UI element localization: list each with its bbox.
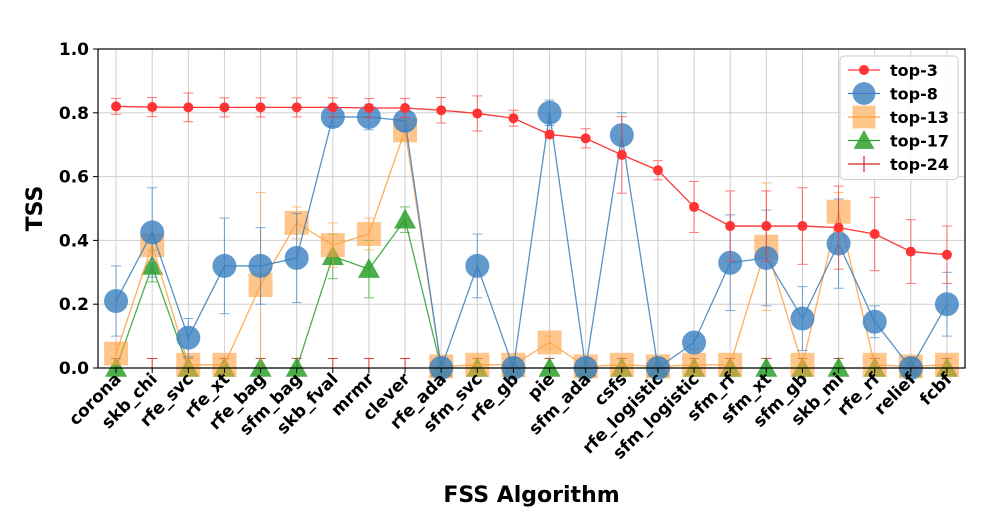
data-point <box>147 102 158 113</box>
data-point <box>248 253 273 278</box>
data-point <box>212 253 237 278</box>
series-line <box>116 105 947 256</box>
data-point <box>357 258 380 278</box>
legend-label: top-13 <box>890 108 949 127</box>
series-top-3 <box>111 92 952 284</box>
legend-marker <box>852 105 876 129</box>
data-point <box>827 357 850 377</box>
legend-item: top-3 <box>848 61 938 80</box>
legend-label: top-8 <box>890 85 938 104</box>
y-tick-label: 0.8 <box>59 104 89 124</box>
legend-item: top-13 <box>848 105 949 129</box>
legend-item: top-17 <box>848 130 949 151</box>
legend-marker <box>853 130 875 149</box>
data-point <box>725 221 736 232</box>
data-point <box>104 341 129 366</box>
y-axis-ticks: 0.0 0.2 0.4 0.6 0.8 1.0 <box>59 40 98 379</box>
data-point <box>833 222 844 233</box>
series-line <box>115 130 947 368</box>
data-point <box>284 245 309 270</box>
legend: top-3 top-8 top-13 top-17 top-24 <box>839 55 959 180</box>
y-tick-label: 0.0 <box>59 359 89 379</box>
data-point <box>219 102 230 113</box>
series-top-17 <box>105 206 958 377</box>
error-bar <box>327 357 338 369</box>
data-point <box>472 108 483 119</box>
data-point <box>356 222 381 247</box>
data-point <box>580 133 591 144</box>
data-point <box>176 325 201 350</box>
data-point <box>544 129 555 140</box>
data-point <box>761 221 772 232</box>
data-point <box>291 102 302 113</box>
data-point <box>790 306 815 331</box>
data-point <box>183 102 194 113</box>
legend-item: top-8 <box>848 82 938 105</box>
error-bar <box>147 357 158 369</box>
data-point <box>797 221 808 232</box>
data-point <box>941 249 952 260</box>
data-point <box>285 357 308 377</box>
data-point <box>652 165 663 176</box>
data-point <box>320 233 345 258</box>
series-layer <box>104 92 959 380</box>
data-point <box>689 201 700 212</box>
data-point <box>682 330 707 355</box>
error-bar <box>400 357 411 369</box>
legend-label: top-3 <box>890 61 938 80</box>
legend-label: top-24 <box>890 155 949 174</box>
data-point <box>538 357 561 377</box>
data-point <box>111 101 122 112</box>
data-point <box>255 102 266 113</box>
data-point <box>537 100 562 125</box>
legend-marker <box>859 65 869 75</box>
y-tick-label: 1.0 <box>59 40 89 60</box>
data-point <box>862 309 887 334</box>
x-axis-ticks: coronaskb_chirfe_svcrfe_xtrfe_bagsfm_bag… <box>65 368 957 464</box>
data-point <box>436 105 447 116</box>
series-top-8 <box>104 99 959 380</box>
data-point <box>105 357 128 377</box>
data-point <box>465 253 490 278</box>
data-point <box>140 220 165 245</box>
data-point <box>400 103 411 114</box>
data-point <box>934 292 959 317</box>
data-point <box>616 149 627 160</box>
data-point <box>394 208 417 229</box>
x-axis-title: FSS Algorithm <box>443 483 619 508</box>
data-point <box>869 229 880 240</box>
y-tick-label: 0.6 <box>59 168 89 188</box>
error-bar <box>363 357 374 369</box>
data-point <box>508 113 519 124</box>
data-point <box>393 108 418 133</box>
legend-marker <box>852 82 876 105</box>
data-point <box>905 246 916 257</box>
data-point <box>104 289 129 314</box>
data-point <box>755 357 778 377</box>
y-tick-label: 0.4 <box>59 231 89 251</box>
data-point <box>718 250 743 275</box>
data-point <box>327 102 338 113</box>
y-axis-title: TSS <box>23 186 48 232</box>
y-tick-label: 0.2 <box>59 295 89 315</box>
data-point <box>537 330 562 355</box>
legend-item: top-24 <box>848 155 949 174</box>
plot-frame <box>97 48 966 369</box>
legend-label: top-17 <box>890 132 949 151</box>
data-point <box>363 103 374 114</box>
series-top-24 <box>111 357 952 369</box>
